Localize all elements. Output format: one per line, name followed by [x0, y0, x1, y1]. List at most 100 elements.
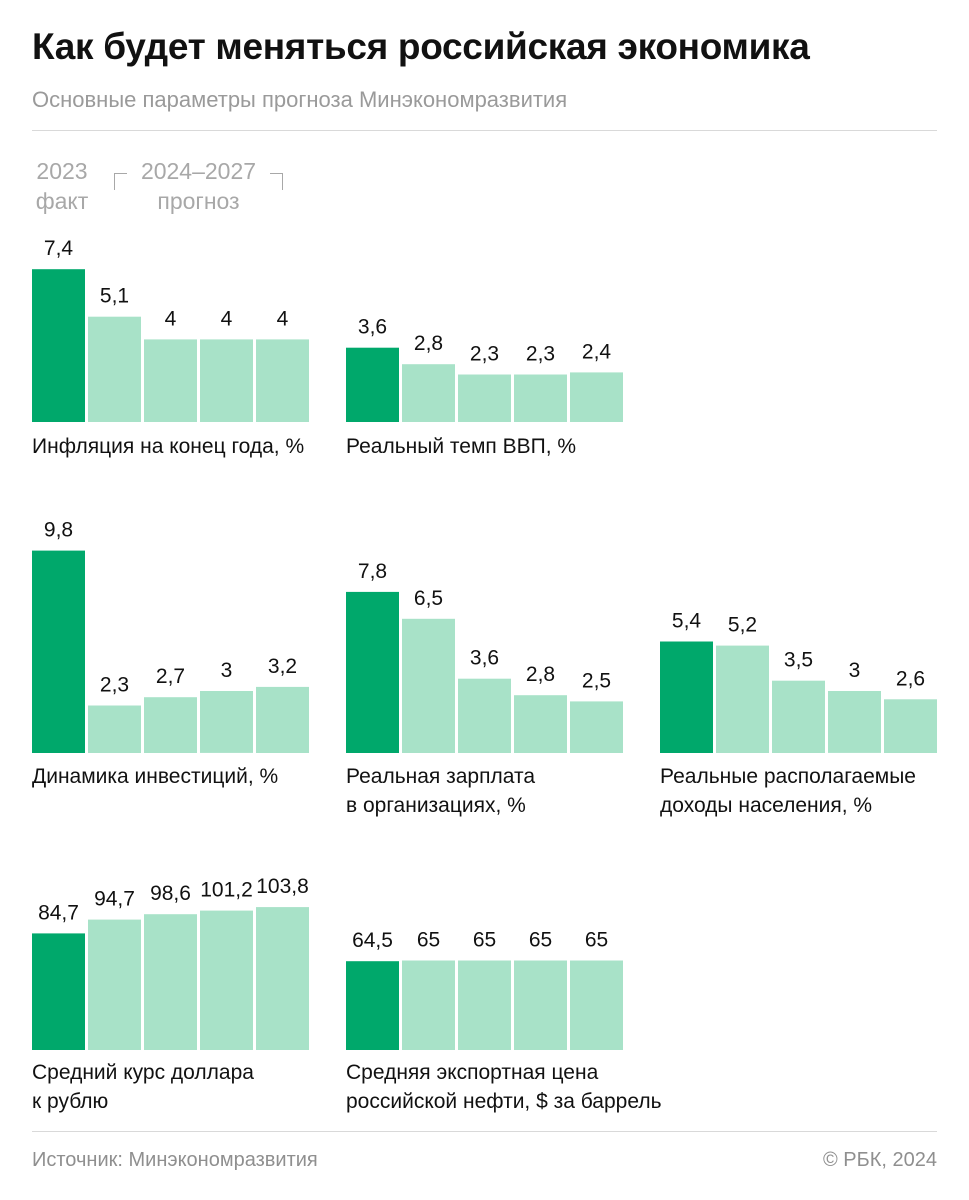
value-label-2025: 4	[165, 307, 177, 330]
bar-2027	[256, 339, 309, 422]
chart-1-label: Инфляция на конец года, %	[32, 432, 304, 461]
bar-2025	[144, 339, 197, 422]
chart-4-label: Реальная зарплата в организациях, %	[346, 762, 535, 820]
value-label-2023: 84,7	[38, 901, 79, 924]
bar-2026	[514, 695, 567, 753]
header-divider	[32, 130, 937, 131]
legend-fact-label: факт	[35, 188, 89, 214]
value-label-2027: 3,2	[268, 655, 297, 678]
chart-label-line: Реальная зарплата	[346, 765, 536, 788]
value-label-2026: 2,3	[526, 343, 555, 366]
value-label-2027: 2,4	[582, 340, 612, 363]
bar-2026	[200, 691, 253, 753]
chart-4: 7,8 6,5 3,6 2,8 2,5	[346, 560, 623, 753]
chart-label-line: Инфляция на конец года, %	[32, 435, 305, 458]
value-label-2024: 5,2	[728, 614, 757, 637]
value-label-2023: 64,5	[352, 929, 393, 952]
bar-2027	[570, 701, 623, 753]
value-label-2025: 65	[473, 929, 496, 952]
value-label-2024: 6,5	[414, 587, 443, 610]
bar-2025	[458, 374, 511, 422]
value-label-2023: 7,4	[44, 237, 74, 260]
bar-2025	[458, 960, 511, 1050]
bar-2027	[570, 960, 623, 1050]
bar-2023	[346, 591, 399, 753]
bar-2026	[514, 374, 567, 422]
value-label-2026: 65	[529, 929, 552, 952]
chart-label-line: Реальный темп ВВП, %	[346, 435, 577, 458]
chart-2: 3,6 2,8 2,3 2,3 2,4	[346, 316, 623, 422]
chart-label-line: Динамика инвестиций, %	[32, 765, 279, 788]
legend-fact-year: 2023	[36, 158, 88, 184]
value-label-2024: 5,1	[100, 285, 129, 308]
bar-2023	[32, 550, 85, 753]
bar-2026	[200, 910, 253, 1050]
chart-label-line: к рублю	[32, 1090, 109, 1113]
value-label-2027: 65	[585, 929, 608, 952]
value-label-2027: 2,6	[896, 667, 925, 690]
value-label-2027: 103,8	[256, 875, 309, 898]
chart-6: 84,7 94,7 98,6 101,2 103,8	[32, 875, 309, 1050]
value-label-2024: 2,8	[414, 332, 443, 355]
chart-label-line: Средний курс доллара	[32, 1061, 254, 1084]
chart-label-line: в организациях, %	[346, 794, 526, 817]
value-label-2025: 3,6	[470, 647, 499, 670]
value-label-2023: 9,8	[44, 519, 73, 542]
bar-2023	[346, 961, 399, 1050]
source-note: Источник: Минэкономразвития	[32, 1149, 318, 1171]
bar-2025	[144, 697, 197, 753]
value-label-2024: 94,7	[94, 888, 135, 911]
bar-2024	[402, 960, 455, 1050]
value-label-2024: 2,3	[100, 674, 129, 697]
bar-2025	[772, 680, 825, 753]
chart-5: 5,4 5,2 3,5 3 2,6	[660, 610, 937, 753]
value-label-2025: 98,6	[150, 882, 191, 905]
bar-2024	[88, 919, 141, 1050]
footer-divider	[32, 1131, 937, 1132]
value-label-2025: 2,7	[156, 665, 185, 688]
chart-label-line: Реальные располагаемые	[660, 765, 916, 788]
value-label-2025: 2,3	[470, 343, 499, 366]
value-label-2023: 5,4	[672, 610, 702, 633]
value-label-2026: 3	[849, 659, 861, 682]
value-label-2027: 2,5	[582, 669, 611, 692]
bar-2026	[200, 339, 253, 422]
bar-2024	[716, 645, 769, 753]
chart-5-label: Реальные располагаемые доходы населения, …	[660, 762, 916, 820]
bar-2026	[514, 960, 567, 1050]
value-label-2027: 4	[277, 307, 289, 330]
bar-2027	[256, 686, 309, 753]
bar-2023	[660, 641, 713, 753]
legend-bracket-right	[270, 173, 283, 190]
chart-3: 9,8 2,3 2,7 3 3,2	[32, 519, 309, 753]
value-label-2024: 65	[417, 929, 440, 952]
page-subtitle: Основные параметры прогноза Минэкономраз…	[32, 87, 568, 112]
chart-1: 7,4 5,1 4 4 4	[32, 237, 309, 422]
value-label-2026: 3	[221, 659, 233, 682]
bar-2023	[346, 347, 399, 422]
bar-2026	[828, 691, 881, 753]
chart-label-line: российской нефти, $ за баррель	[346, 1090, 662, 1113]
value-label-2023: 3,6	[358, 316, 387, 339]
bar-2023	[32, 269, 85, 422]
chart-7-label: Средняя экспортная цена российской нефти,…	[346, 1058, 662, 1116]
bar-2024	[88, 705, 141, 753]
bar-2024	[402, 364, 455, 422]
value-label-2026: 2,8	[526, 663, 555, 686]
bar-2027	[570, 372, 623, 422]
copyright: © РБК, 2024	[822, 1149, 937, 1171]
value-label-2023: 7,8	[358, 560, 387, 583]
page-title: Как будет меняться российская экономика	[32, 26, 810, 67]
bar-2025	[144, 914, 197, 1050]
chart-3-label: Динамика инвестиций, %	[32, 762, 278, 791]
bar-2023	[32, 933, 85, 1050]
bar-2024	[88, 316, 141, 422]
chart-label-line: Средняя экспортная цена	[346, 1061, 599, 1084]
value-label-2026: 4	[221, 307, 233, 330]
chart-label-line: доходы населения, %	[660, 794, 873, 817]
bar-2024	[402, 618, 455, 753]
bar-2027	[256, 907, 309, 1050]
value-label-2025: 3,5	[784, 649, 813, 672]
bar-2025	[458, 678, 511, 753]
